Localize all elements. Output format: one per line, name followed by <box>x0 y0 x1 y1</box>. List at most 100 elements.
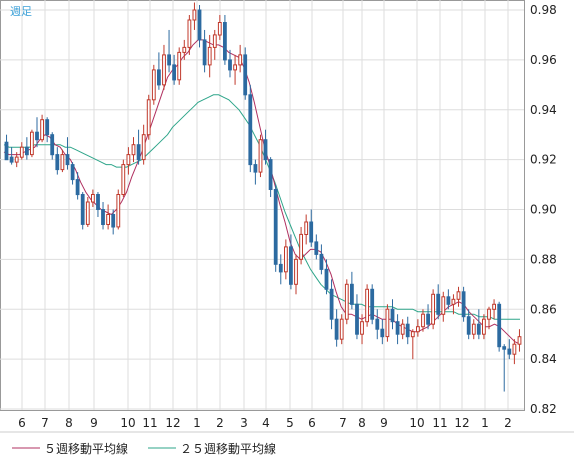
candle <box>75 172 80 200</box>
candle <box>116 189 121 230</box>
candle <box>365 284 370 327</box>
candle-body <box>243 54 248 96</box>
candle <box>405 316 410 345</box>
candle-body <box>197 9 202 41</box>
candle <box>177 47 182 85</box>
candle-body <box>151 69 156 101</box>
candle-body <box>416 326 420 333</box>
candle-body <box>146 99 151 136</box>
y-tick-label: 0.98 <box>530 3 557 17</box>
candle <box>136 129 141 165</box>
candle <box>344 279 349 325</box>
x-tick-label: 5 <box>286 416 294 430</box>
candle <box>96 192 100 217</box>
candle-body <box>19 146 24 158</box>
candle-body <box>182 46 187 53</box>
candle <box>85 197 90 227</box>
candle-body <box>502 346 507 350</box>
candle-body <box>344 283 349 320</box>
candle <box>121 159 126 198</box>
candle-body <box>248 94 253 166</box>
candle-body <box>355 303 359 335</box>
candle-body <box>517 336 522 345</box>
candle <box>284 239 288 280</box>
x-tick-label: 12 <box>165 416 180 430</box>
candle <box>141 124 146 165</box>
candle-body <box>350 283 354 305</box>
candle <box>192 2 197 30</box>
candle-body <box>492 303 497 310</box>
candle <box>446 289 451 310</box>
y-tick-label: 0.86 <box>530 302 557 316</box>
candle-body <box>131 144 136 156</box>
candle-body <box>476 323 481 335</box>
candle <box>111 209 116 235</box>
y-tick-label: 0.84 <box>530 352 557 366</box>
candle <box>248 84 253 173</box>
candle-body <box>172 64 176 81</box>
candle <box>334 309 339 347</box>
candle-body <box>410 331 415 338</box>
legend-ma25: ２５週移動平均線 <box>180 441 276 456</box>
x-tick-label: 6 <box>308 416 316 430</box>
candle-body <box>141 134 146 161</box>
x-tick-label: 10 <box>120 416 135 430</box>
candle-body <box>487 308 491 320</box>
candle <box>91 189 95 208</box>
candle <box>319 244 324 275</box>
candle-body <box>25 146 29 156</box>
candle <box>106 204 110 230</box>
candle-body <box>50 134 55 156</box>
candle <box>370 284 375 325</box>
x-tick-label: 10 <box>409 416 424 430</box>
candle-body <box>91 194 95 203</box>
candle-body <box>228 59 232 71</box>
candle <box>482 314 486 340</box>
candle <box>426 304 431 330</box>
candle-body <box>385 308 390 338</box>
candle-body <box>380 328 385 338</box>
candle-body <box>80 194 85 225</box>
candle <box>172 54 176 85</box>
candle-body <box>456 291 461 300</box>
candle <box>167 29 171 73</box>
x-tick-label: 11 <box>142 416 157 430</box>
candle <box>487 306 491 330</box>
candle <box>60 149 65 173</box>
candle-body <box>35 131 39 141</box>
candle <box>202 29 207 73</box>
candle-body <box>482 318 486 335</box>
candle-body <box>85 201 90 225</box>
x-tick-label: 2 <box>504 416 512 430</box>
candle <box>25 137 29 160</box>
candle-body <box>471 323 476 335</box>
candle-body <box>304 221 309 235</box>
x-tick-label: 11 <box>432 416 447 430</box>
candle <box>436 284 441 320</box>
candle-body <box>461 291 466 318</box>
candle-body <box>217 22 222 36</box>
candle <box>416 319 420 337</box>
candle-body <box>263 139 268 161</box>
candle <box>14 152 19 168</box>
candle <box>30 129 34 158</box>
candle-body <box>299 233 304 260</box>
candle-body <box>446 296 451 305</box>
candle-body <box>187 19 192 48</box>
candle-body <box>390 308 395 323</box>
candle-body <box>202 39 207 66</box>
candle <box>360 314 364 345</box>
candle <box>258 134 263 178</box>
candle-body <box>157 69 161 86</box>
candle-body <box>360 321 364 335</box>
candle <box>223 14 227 65</box>
candle <box>400 319 405 340</box>
candle <box>507 339 512 360</box>
y-tick-label: 0.82 <box>530 402 557 416</box>
candle-body <box>75 179 80 196</box>
candle <box>395 314 400 345</box>
candle <box>40 114 45 143</box>
candle-body <box>395 321 400 335</box>
candle <box>502 344 507 392</box>
candle-body <box>278 263 283 273</box>
